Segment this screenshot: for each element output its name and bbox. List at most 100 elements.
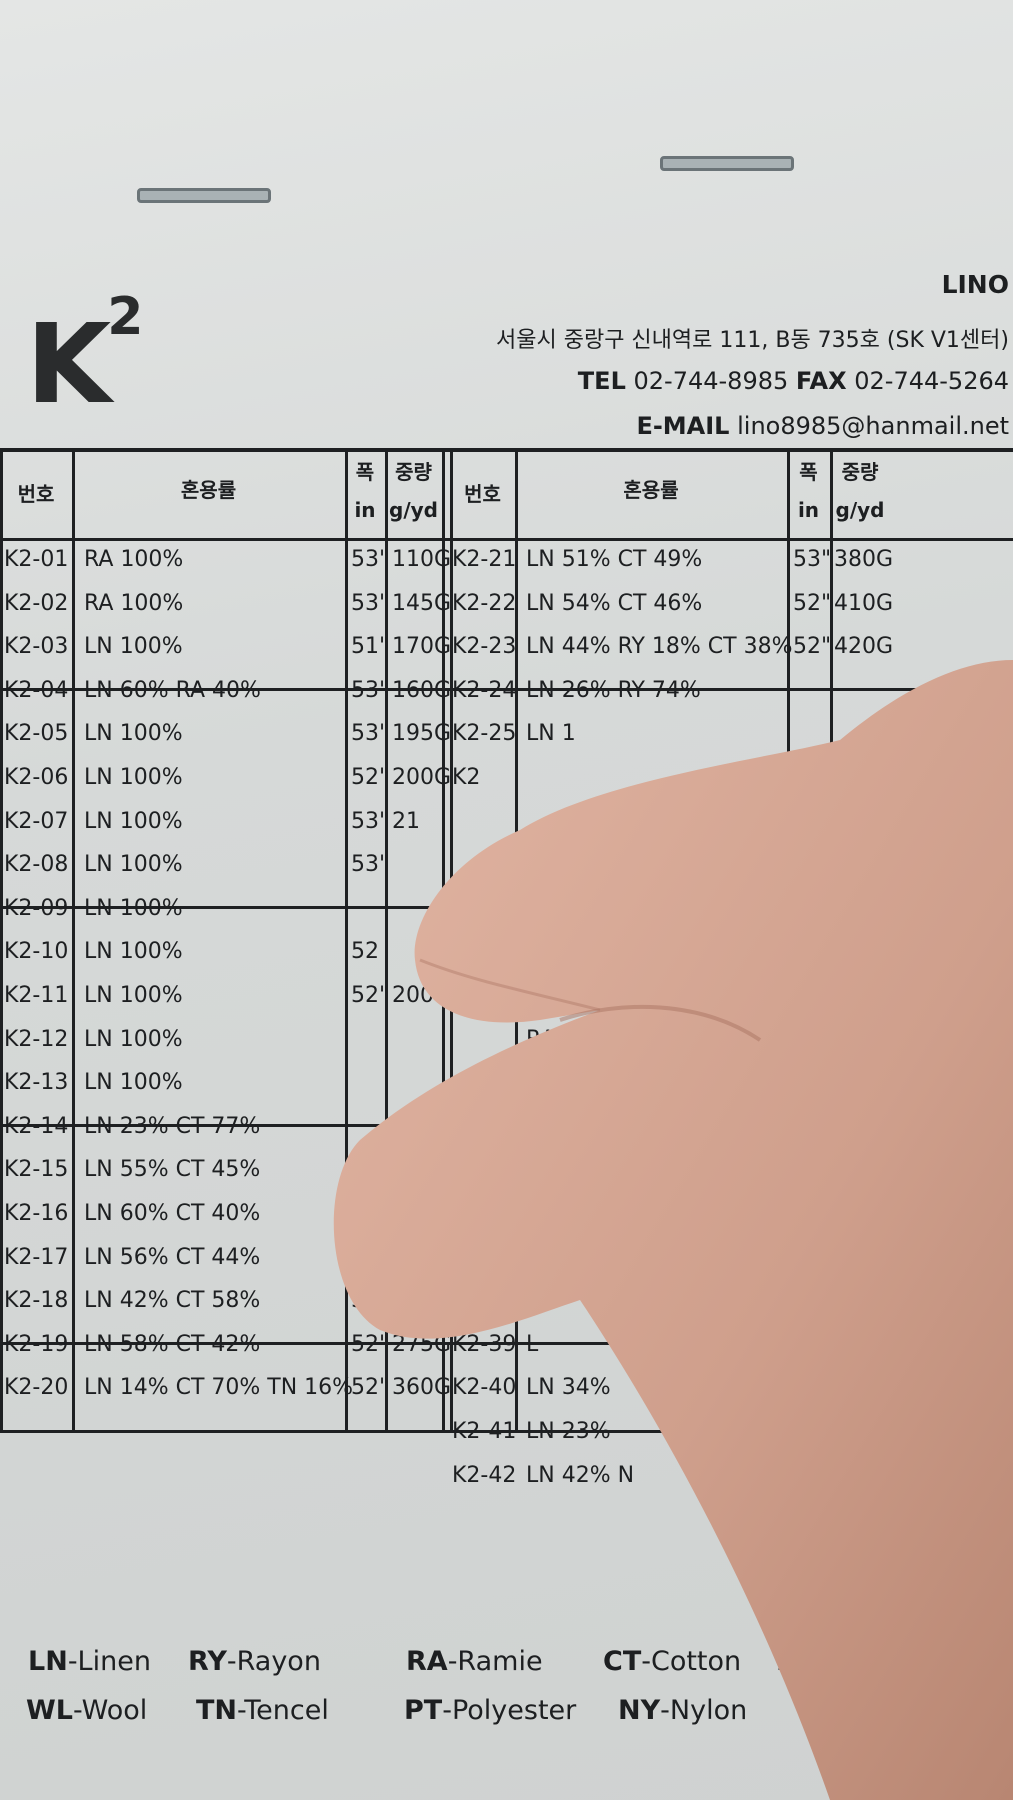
row-width: 52" — [793, 590, 832, 616]
row-no: K2-13 — [4, 1070, 69, 1096]
row-no: K2-23 — [452, 634, 517, 660]
row-no: K2-38 — [452, 1288, 517, 1314]
row-weight: 200 — [392, 983, 434, 1008]
row-weight: 410G — [834, 590, 894, 616]
row-width: 51" — [351, 634, 390, 660]
row-no: K2-22 — [452, 590, 517, 616]
row-weight: 275G — [392, 1331, 452, 1357]
legend-item: P — [776, 1646, 796, 1677]
row-blend: LN 51% CT 49% — [526, 547, 703, 572]
table-column-rule — [345, 448, 348, 1433]
row-blend: LN 23% CT 77% — [84, 1113, 261, 1139]
header-blend: 혼용률 — [623, 478, 679, 502]
row-weight: 420G — [834, 634, 894, 660]
row-width: 52" — [351, 765, 390, 790]
row-no: K2-18 — [4, 1288, 69, 1314]
legend-item: TN-Tencel — [196, 1695, 329, 1726]
row-weight: 360G — [392, 1375, 452, 1401]
header-width: 폭 — [355, 460, 375, 484]
header-weight: 중량 — [395, 460, 432, 484]
header-blend: 혼용률 — [180, 478, 237, 502]
row-blend: LN 56% CT 44% — [84, 1244, 261, 1270]
row-weight: 250G — [392, 1244, 452, 1270]
row-blend: LN 44% RY 18% CT 38% — [526, 634, 793, 660]
header-weight-unit: g/yd — [389, 498, 438, 522]
row-blend: LN 100% — [84, 1070, 183, 1096]
row-weight: 380G — [834, 547, 894, 572]
header-width: 폭 — [799, 460, 818, 484]
row-no: K2-08 — [4, 852, 69, 878]
row-no: K2-03 — [4, 634, 69, 660]
row-no: K2-12 — [4, 1026, 69, 1052]
header-weight-unit: g/yd — [835, 498, 885, 522]
row-blend: LN 60% CT 40% — [84, 1201, 261, 1226]
legend-item: WL-Wool — [26, 1695, 148, 1726]
header-weight: 중량 — [841, 460, 879, 484]
row-no: K2-39 — [452, 1331, 517, 1357]
row-weight: 21 — [392, 808, 420, 834]
row-no: K2-41 — [452, 1419, 517, 1444]
row-weight: 110G — [392, 547, 452, 572]
table-column-rule — [72, 448, 75, 1433]
header-width-unit: in — [354, 498, 376, 522]
table-rule — [0, 448, 1013, 452]
row-no: K2 — [452, 1244, 481, 1270]
row-blend: LN 51% — [526, 939, 611, 965]
row-blend: LN 34% — [526, 1375, 611, 1401]
row-width: 53" — [351, 1288, 390, 1314]
row-no: K2 — [452, 765, 481, 790]
row-width: 53" — [351, 808, 390, 834]
row-no: K2-17 — [4, 1244, 69, 1270]
row-blend: RA 100% — [84, 547, 184, 572]
row-no: K2-21 — [452, 547, 517, 572]
row-no: K2-25 — [452, 721, 517, 747]
row-blend: LN 100% — [84, 634, 183, 660]
row-no: K2-19 — [4, 1331, 69, 1357]
row-width: 52" — [793, 634, 832, 660]
row-width: 52" — [351, 983, 390, 1008]
staple — [660, 156, 794, 171]
row-no: K2-06 — [4, 765, 69, 790]
row-blend: LN 100% — [84, 808, 183, 834]
row-width: 53" — [351, 852, 390, 878]
row-blend: LN 100% — [84, 765, 183, 790]
row-no: K2-42 — [452, 1462, 517, 1488]
row-width: 53" — [351, 677, 390, 703]
header-no: 번호 — [464, 482, 501, 506]
row-width: 53" — [351, 590, 390, 616]
company-email: E-MAIL lino8985@hanmail.net — [636, 412, 1009, 440]
row-no: K2-07 — [4, 808, 69, 834]
legend-item: RA-Ramie — [406, 1646, 543, 1677]
row-weight: 310G — [392, 1288, 452, 1314]
row-width: 53" — [351, 721, 390, 747]
table-column-rule — [0, 448, 3, 1433]
row-blend: 44% RY — [526, 983, 610, 1008]
row-no: K2-05 — [4, 721, 69, 747]
row-weight: 195G — [392, 721, 452, 747]
row-blend: LN 1 — [526, 721, 576, 747]
row-width: 53" — [351, 547, 390, 572]
legend-item: CT-Cotton — [603, 1646, 742, 1677]
row-blend: LN 100% — [84, 852, 183, 878]
row-blend: LN 100% — [84, 983, 183, 1008]
row-no: K2-10 — [4, 939, 69, 965]
row-width: 52" — [351, 1331, 390, 1357]
row-weight: 145G — [392, 590, 452, 616]
staple — [137, 188, 271, 203]
company-address: 서울시 중랑구 신내역로 111, B동 735호 (SK V1센터) — [496, 328, 1009, 353]
row-width: 50" — [351, 1244, 390, 1270]
company-name: LINO — [941, 270, 1009, 299]
row-weight: 160G — [392, 677, 452, 703]
row-blend: LN 100% — [84, 939, 183, 965]
row-blend: LN 55% CT 45% — [84, 1157, 261, 1183]
row-no: K2-16 — [4, 1201, 69, 1226]
row-no: K2-24 — [452, 677, 517, 703]
row-weight: 200G — [392, 765, 452, 790]
row-blend: RA 100% — [84, 590, 184, 616]
company-phone: TEL 02-744-8985 FAX 02-744-5264 — [577, 367, 1009, 395]
row-blend: LN 54% CT 46% — [526, 590, 703, 616]
row-weight: 170G — [392, 634, 452, 660]
row-weight: 30 — [392, 1201, 420, 1226]
row-blend: LN 100% — [84, 895, 183, 921]
